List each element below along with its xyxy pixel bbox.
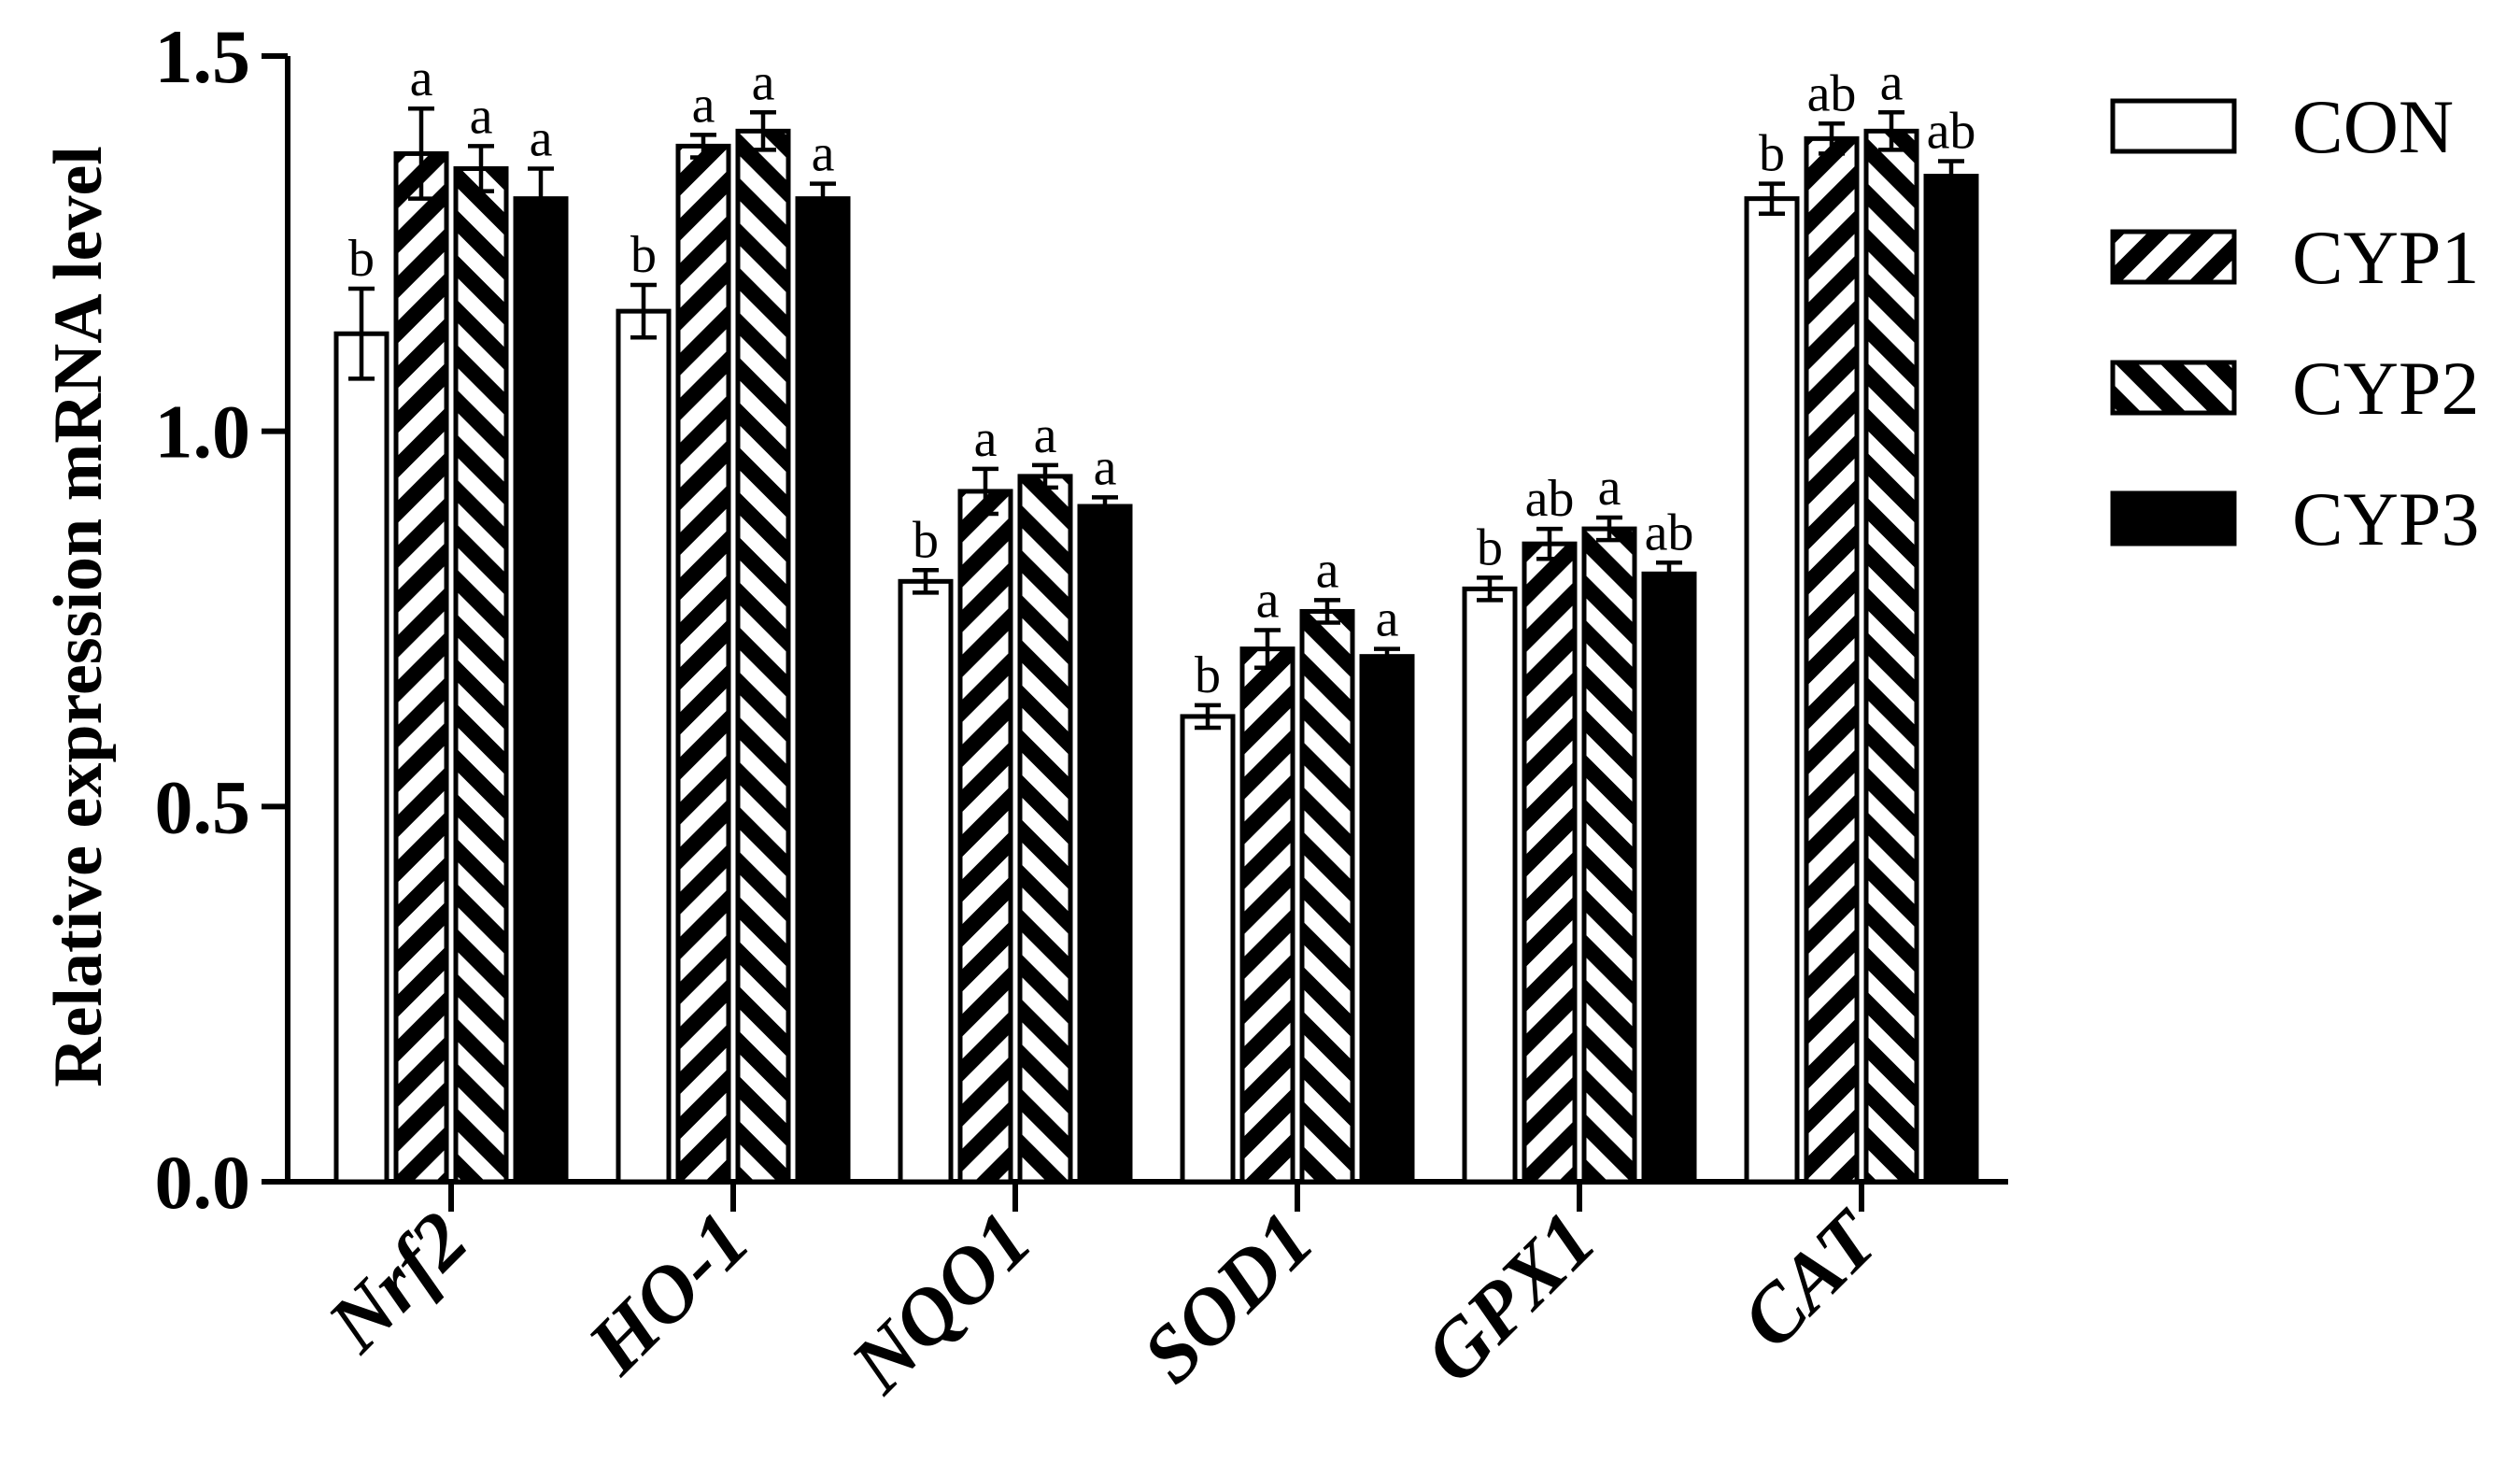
bar-cyp3-nqo1: [1077, 504, 1133, 1185]
significance-label: ab: [1645, 504, 1694, 561]
significance-label: a: [1598, 459, 1621, 517]
x-tick-label-ho-1: HO-1: [570, 1195, 766, 1391]
significance-label: b: [1195, 646, 1221, 704]
bar-cyp2-sod1: [1299, 608, 1355, 1185]
legend-label-cyp2: CYP2: [2292, 346, 2480, 431]
x-tick-label-sod1: SOD1: [1125, 1195, 1330, 1400]
significance-label: b: [348, 230, 375, 288]
y-tick-label: 1.5: [155, 14, 251, 99]
significance-label: b: [1477, 518, 1503, 576]
bar-con-nqo1: [898, 578, 954, 1185]
x-tick-label-gpx1: GPX1: [1408, 1195, 1613, 1400]
significance-label: a: [1094, 438, 1117, 496]
y-tick-label: 0.5: [155, 764, 251, 849]
significance-label: ab: [1525, 470, 1575, 528]
bar-cyp2-nrf2: [453, 166, 509, 1185]
legend-label-con: CON: [2292, 84, 2454, 169]
significance-label: b: [630, 226, 657, 284]
significance-label: ab: [1807, 64, 1857, 122]
significance-label: a: [530, 110, 553, 168]
bar-cyp1-ho-1: [675, 143, 731, 1185]
axes: 0.0 0.5 1.0 1.5: [155, 14, 2008, 1225]
bar-cyp2-cat: [1863, 128, 1919, 1185]
legend-label-cyp3: CYP3: [2292, 476, 2480, 561]
bar-cyp1-cat: [1804, 135, 1860, 1185]
bar-con-sod1: [1180, 714, 1236, 1185]
bar-cyp2-ho-1: [735, 128, 791, 1185]
significance-label: a: [470, 87, 493, 145]
bar-cyp3-cat: [1923, 174, 1979, 1185]
significance-label: b: [1759, 125, 1785, 183]
bar-cyp3-gpx1: [1641, 571, 1697, 1185]
bar-con-gpx1: [1462, 586, 1518, 1185]
significance-label: a: [692, 76, 715, 134]
y-tick-label: 0.0: [155, 1140, 251, 1225]
significance-label: b: [913, 511, 939, 569]
significance-label: a: [752, 53, 775, 111]
x-tick-label-cat: CAT: [1724, 1192, 1897, 1365]
x-tick-label-nrf2: Nrf2: [310, 1195, 485, 1370]
x-tick-labels: Nrf2 HO-1 NQO1 SOD1 GPX1 CAT: [310, 1192, 1897, 1410]
bar-con-nrf2: [333, 331, 389, 1185]
legend-label-cyp1: CYP1: [2292, 215, 2480, 300]
significance-label: a: [812, 125, 835, 183]
legend-swatch-cyp2: [2110, 360, 2237, 416]
bar-cyp3-nrf2: [513, 196, 569, 1185]
legend-swatch-cyp3: [2110, 490, 2237, 546]
significance-label: ab: [1927, 102, 1976, 160]
significance-label: a: [1376, 590, 1399, 648]
bar-cyp3-sod1: [1359, 654, 1415, 1185]
y-axis-title: Relative expression mRNA level: [40, 146, 117, 1087]
bar-con-ho-1: [616, 308, 672, 1185]
bar-cyp2-gpx1: [1581, 526, 1637, 1185]
x-tick-label-nqo1: NQO1: [833, 1195, 1049, 1411]
significance-label: a: [974, 410, 998, 468]
significance-label: a: [1316, 541, 1339, 599]
bar-cyp1-sod1: [1239, 646, 1295, 1185]
legend-swatch-cyp1: [2110, 229, 2237, 285]
bar-con-cat: [1744, 196, 1800, 1185]
bar-cyp1-gpx1: [1522, 541, 1578, 1185]
bar-cyp2-nqo1: [1017, 474, 1073, 1185]
legend-swatch-con: [2110, 98, 2237, 154]
significance-label: a: [410, 50, 433, 107]
significance-label: a: [1880, 53, 1904, 111]
significance-label: a: [1256, 572, 1280, 630]
bar-cyp1-nrf2: [393, 150, 449, 1185]
bar-cyp1-nqo1: [957, 489, 1013, 1185]
y-tick-label: 1.0: [155, 390, 251, 475]
bar-cyp3-ho-1: [795, 196, 851, 1185]
significance-label: a: [1034, 406, 1057, 464]
legend: CON CYP1 CYP2 CYP3: [2110, 84, 2480, 561]
